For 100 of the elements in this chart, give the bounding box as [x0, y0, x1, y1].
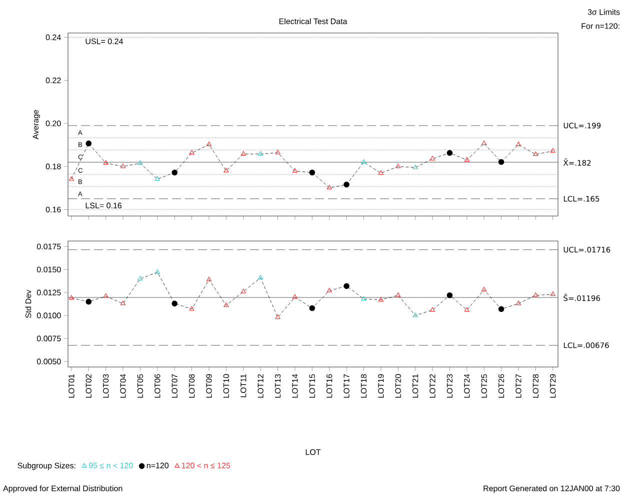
point	[498, 159, 504, 165]
point	[326, 184, 332, 190]
x-tick-label: LOT19	[378, 374, 384, 398]
text: For n=120:	[582, 23, 620, 29]
y-tick-label: 0.0050	[36, 358, 61, 364]
point	[206, 142, 212, 146]
point	[396, 292, 401, 297]
point	[275, 314, 280, 319]
chart-title: Electrical Test Data	[279, 18, 348, 24]
x-tick-label: LOT01	[68, 374, 74, 398]
y-tick-label: 0.16	[46, 206, 61, 212]
x-tick-label: LOT10	[223, 374, 230, 398]
x-tick-label: LOT27	[516, 374, 522, 398]
y-tick-label: 0.0100	[36, 312, 61, 318]
y-axis-title: Std Dev	[25, 290, 32, 318]
point	[258, 151, 264, 156]
x-tick-label: LOT06	[154, 374, 160, 398]
x-tick-label: LOT07	[172, 374, 178, 398]
point	[68, 176, 74, 181]
x-tick-label: LOT02	[86, 374, 92, 398]
point	[378, 296, 384, 302]
point	[412, 312, 418, 318]
point	[326, 288, 332, 292]
point	[138, 160, 143, 165]
point	[86, 298, 92, 305]
point	[103, 293, 108, 298]
point	[172, 300, 178, 306]
point	[189, 150, 194, 155]
y-tick-label: 0.0075	[36, 336, 61, 342]
point	[138, 276, 143, 280]
y-tick-label: 0.0175	[36, 244, 61, 250]
x-tick-label: LOT22	[430, 374, 436, 398]
point	[189, 306, 194, 311]
x-tick-label: LOT28	[532, 374, 538, 398]
y-tick-label: 0.0150	[36, 266, 61, 272]
x-axis-title: LOT	[306, 449, 321, 455]
x-tick-label: LOT24	[464, 374, 470, 398]
line-series	[71, 272, 554, 318]
text: Approved for External Distribution	[3, 485, 122, 493]
point	[344, 182, 350, 188]
x-tick-label: LOT08	[188, 374, 195, 398]
point	[361, 159, 366, 164]
text: 3σ Limits	[588, 9, 620, 15]
x-tick-label: LOT15	[309, 374, 315, 398]
y-axis-title: Average	[32, 110, 40, 140]
x-tick-label: LOT29	[550, 374, 556, 398]
point	[224, 302, 229, 307]
point	[154, 176, 160, 181]
legend-title: Subgroup Sizes:	[18, 462, 76, 470]
ref-line-label: USL= 0.24	[86, 38, 123, 44]
point	[120, 164, 126, 168]
y-tick-label: 0.22	[46, 78, 61, 84]
point	[172, 170, 178, 176]
x-tick-label: LOT04	[120, 374, 126, 398]
x-tick-label: LOT13	[274, 374, 281, 398]
y-tick-label: 0.24	[46, 34, 61, 40]
point	[430, 156, 436, 160]
point	[446, 292, 453, 298]
point	[482, 286, 487, 292]
ref-line-label: LSL= 0.16	[86, 202, 122, 208]
point	[309, 170, 316, 176]
point	[533, 292, 538, 297]
point	[206, 276, 212, 282]
point	[464, 157, 470, 162]
point	[550, 291, 556, 296]
point	[258, 274, 264, 280]
point	[498, 306, 504, 312]
point	[516, 142, 522, 146]
point	[103, 160, 108, 165]
point	[68, 295, 74, 300]
point	[275, 150, 280, 154]
x-tick-label: LOT25	[481, 374, 487, 398]
point	[446, 150, 453, 156]
y-tick-label: 0.0125	[36, 290, 61, 296]
point	[516, 300, 522, 306]
point	[533, 152, 538, 156]
point	[396, 164, 401, 168]
point	[430, 307, 436, 312]
point	[464, 307, 470, 312]
point	[309, 305, 316, 312]
x-tick-label: LOT14	[292, 374, 298, 398]
y-tick-label: 0.18	[46, 164, 61, 170]
point	[292, 168, 298, 173]
x-tick-label: LOT18	[360, 374, 367, 398]
x-tick-label: LOT23	[446, 374, 453, 398]
point	[378, 170, 384, 175]
y-tick-label: 0.20	[46, 120, 61, 126]
x-tick-label: LOT21	[412, 374, 418, 398]
point	[86, 140, 92, 146]
x-tick-label: LOT09	[206, 374, 212, 398]
legend-label: 95 ≤ n < 120	[88, 462, 133, 468]
x-tick-label: LOT12	[258, 374, 264, 398]
legend-label: n=120	[146, 462, 169, 468]
point	[550, 148, 556, 153]
text: Report Generated on 12JAN00 at 7:30	[484, 485, 620, 493]
point	[344, 283, 350, 289]
point	[154, 269, 160, 274]
legend-label: 120 < n ≤ 125	[182, 462, 230, 468]
x-tick-label: LOT16	[326, 374, 332, 398]
x-tick-label: LOT26	[498, 374, 504, 398]
